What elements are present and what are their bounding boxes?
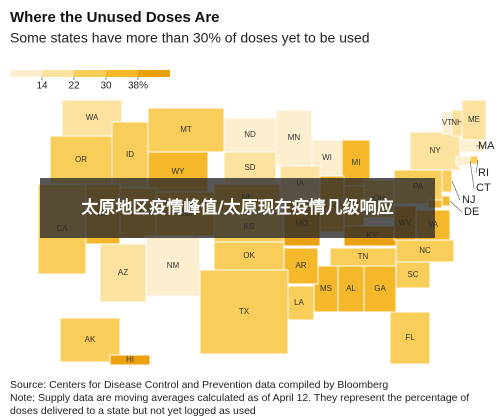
state-label: OR	[75, 155, 87, 164]
state	[389, 311, 431, 365]
state-label: DE	[464, 206, 479, 218]
state-label: FL	[405, 333, 415, 342]
state-label: SD	[244, 163, 255, 172]
footer: Source: Centers for Disease Control and …	[10, 379, 495, 418]
leader-line	[475, 159, 479, 174]
state-label: OK	[243, 251, 255, 260]
state-label: MN	[288, 133, 301, 142]
state	[337, 265, 365, 313]
state	[455, 155, 471, 167]
state	[147, 107, 225, 153]
state-label: TX	[239, 307, 250, 316]
state	[109, 354, 151, 366]
state-label: VT	[442, 118, 452, 127]
state-label: ME	[468, 115, 480, 124]
state-label: WY	[172, 167, 186, 176]
title: Where the Unused Doses Are	[10, 9, 220, 26]
caption-overlay: 太原地区疫情峰值/太原现在疫情几级响应	[40, 178, 435, 238]
state	[461, 99, 487, 141]
state-label: AZ	[118, 268, 128, 277]
state-label: MA	[478, 140, 495, 152]
subtitle: Some states have more than 30% of doses …	[10, 30, 370, 46]
state	[145, 235, 201, 297]
leader-line	[469, 160, 475, 189]
state-label: AR	[295, 261, 306, 270]
state-label: NC	[419, 246, 431, 255]
legend-label: 14	[36, 81, 48, 92]
state	[213, 241, 285, 271]
state-label: SC	[407, 270, 418, 279]
state-label: GA	[374, 284, 386, 293]
state-label: AK	[85, 335, 96, 344]
state	[275, 109, 313, 167]
state-label: MS	[320, 284, 332, 293]
state	[49, 135, 113, 185]
state-label: ND	[244, 130, 256, 139]
legend-swatch	[10, 70, 42, 77]
state-label: NJ	[462, 194, 475, 206]
state-label: NH	[451, 118, 463, 127]
state-label: CT	[476, 182, 491, 194]
legend-label: 22	[68, 81, 80, 92]
legend-label: 30	[100, 81, 112, 92]
legend-swatch	[74, 70, 106, 77]
note: Note: Supply data are moving averages ca…	[10, 392, 470, 417]
state-label: LA	[294, 298, 304, 307]
leader-line	[451, 180, 461, 201]
state-label: TN	[358, 252, 369, 261]
state-label: MI	[352, 158, 361, 167]
source: Source: Centers for Disease Control and …	[10, 379, 389, 391]
state	[199, 269, 289, 355]
state-label: WA	[86, 113, 99, 122]
state-label: WI	[322, 153, 332, 162]
state	[99, 243, 147, 303]
state	[395, 261, 431, 289]
state	[283, 285, 315, 321]
legend-swatch	[106, 70, 138, 77]
state	[409, 131, 461, 171]
state-label: RI	[478, 167, 489, 179]
state	[441, 169, 453, 193]
state	[283, 247, 319, 285]
leader-line	[449, 200, 463, 213]
state-label: AL	[346, 284, 356, 293]
state-label: ID	[126, 150, 134, 159]
legend-swatch	[42, 70, 74, 77]
state-label: MT	[180, 125, 192, 134]
legend-label: 38%	[128, 81, 148, 92]
state	[441, 195, 451, 207]
legend-swatch	[138, 70, 170, 77]
state-label: HI	[126, 355, 134, 364]
state-label: NY	[429, 146, 441, 155]
state	[469, 155, 479, 165]
state-label: NM	[167, 261, 180, 270]
